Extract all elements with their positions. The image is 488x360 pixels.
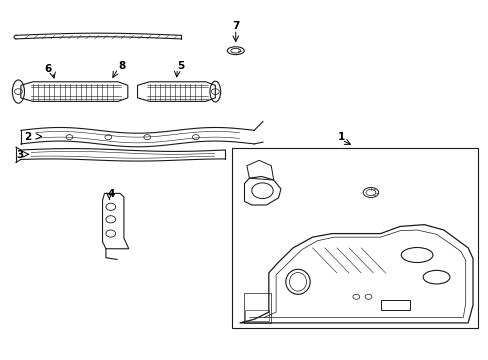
Bar: [380, 300, 409, 310]
Bar: [244, 293, 271, 323]
Bar: [232, 148, 477, 328]
Text: 6: 6: [44, 64, 51, 74]
Text: 3: 3: [16, 150, 23, 160]
Text: 2: 2: [24, 132, 32, 142]
Text: 1: 1: [337, 132, 345, 142]
Bar: [245, 310, 268, 321]
Text: 7: 7: [232, 21, 239, 31]
Text: 5: 5: [177, 61, 184, 71]
Text: 4: 4: [107, 189, 114, 199]
Text: 8: 8: [118, 61, 125, 71]
